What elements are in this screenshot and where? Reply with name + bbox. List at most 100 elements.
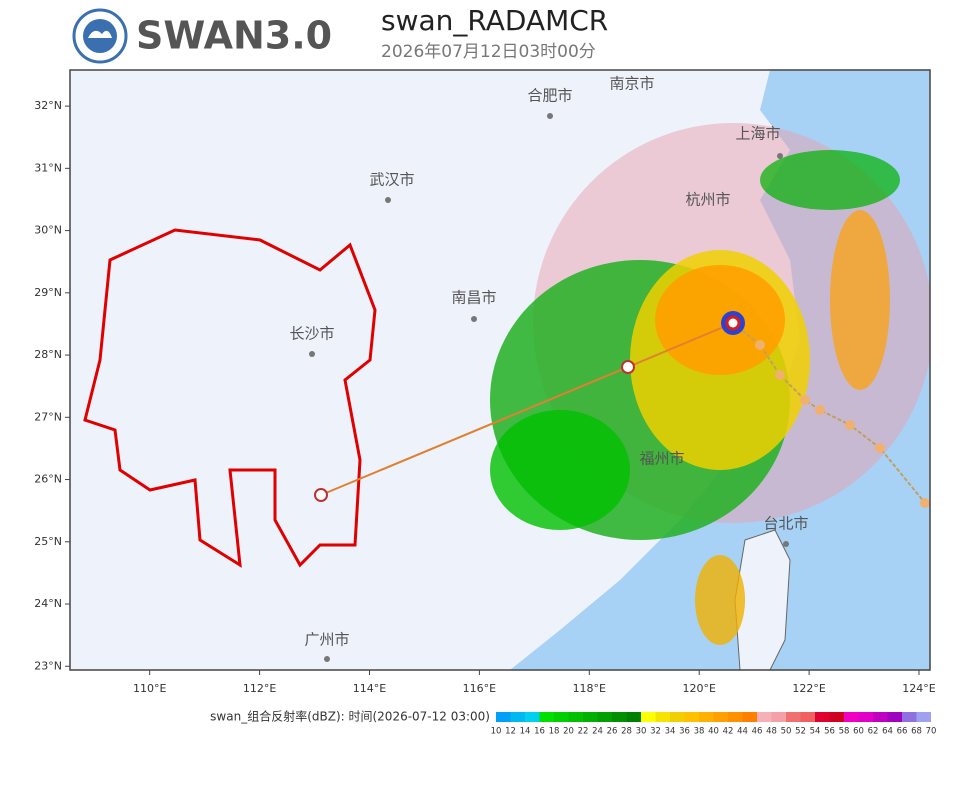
legend-swatch: [670, 712, 685, 722]
legend-swatch: [858, 712, 873, 722]
legend-level: 64: [882, 727, 893, 737]
legend-swatch: [583, 712, 598, 722]
legend-swatch: [699, 712, 714, 722]
legend-swatch: [525, 712, 540, 722]
legend-level: 10: [491, 727, 502, 737]
legend-level: 30: [636, 727, 647, 737]
legend-swatch: [496, 712, 511, 722]
legend-level: 56: [824, 727, 835, 737]
lon-tick-label: 116°E: [463, 682, 496, 695]
legend-level: 12: [505, 727, 516, 737]
forecast-points: [755, 340, 930, 508]
city-label: 杭州市: [685, 191, 730, 209]
legend-level: 46: [752, 727, 763, 737]
legend-level: 52: [795, 727, 806, 737]
legend-label: swan_组合反射率(dBZ): 时间(2026-07-12 03:00): [210, 709, 490, 724]
legend-level: 66: [897, 727, 908, 737]
province-border: [83, 228, 377, 568]
title: swan_RADAMCR: [381, 4, 608, 37]
cities: 合肥市 南京市 上海市 武汉市 杭州市 南昌市 长沙市 福州市 台北市 广州市: [289, 75, 809, 662]
legend-level: 36: [679, 727, 690, 737]
legend-level: 54: [810, 727, 821, 737]
lat-tick-label: 28°N: [34, 348, 62, 361]
lon-tick-label: 110°E: [133, 682, 166, 695]
legend-level: 26: [607, 727, 618, 737]
city-label: 长沙市: [289, 325, 334, 343]
radar-echo: [695, 555, 745, 645]
legend-swatch: [539, 712, 554, 722]
map: 合肥市 南京市 上海市 武汉市 杭州市 南昌市 长沙市 福州市 台北市 广州市: [70, 70, 930, 670]
lat-tick-label: 25°N: [34, 535, 62, 548]
legend-level: 48: [766, 727, 777, 737]
legend-swatch: [829, 712, 844, 722]
legend-swatch: [641, 712, 656, 722]
track-point: [314, 488, 328, 502]
city-label: 广州市: [304, 631, 349, 649]
legend-swatch: [815, 712, 830, 722]
lon-tick-label: 114°E: [353, 682, 386, 695]
legend-level: 32: [650, 727, 661, 737]
legend-swatch: [742, 712, 757, 722]
city-label: 合肥市: [527, 87, 572, 105]
legend-swatch: [771, 712, 786, 722]
city-label: 上海市: [735, 125, 780, 143]
legend-swatch: [510, 712, 525, 722]
city-label: 福州市: [639, 450, 684, 468]
lat-tick-label: 23°N: [34, 659, 62, 672]
legend-level: 40: [708, 727, 719, 737]
lat-tick-label: 26°N: [34, 473, 62, 486]
logo: SWAN3.0: [72, 8, 332, 64]
legend-level: 38: [694, 727, 705, 737]
lon-tick-label: 118°E: [573, 682, 606, 695]
map-frame: [69, 69, 931, 671]
lat-tick-label: 27°N: [34, 410, 62, 423]
radar-echo: [760, 150, 900, 210]
legend-level: 16: [534, 727, 545, 737]
legend-level: 28: [621, 727, 632, 737]
legend-level: 34: [665, 727, 676, 737]
lat-tick-label: 30°N: [34, 224, 62, 237]
legend-level: 22: [578, 727, 589, 737]
city-label: 南昌市: [451, 289, 496, 307]
legend-swatch: [568, 712, 583, 722]
legend-level: 42: [723, 727, 734, 737]
legend-swatch: [844, 712, 859, 722]
legend-level: 20: [563, 727, 574, 737]
lon-tick-label: 122°E: [792, 682, 825, 695]
legend-swatch: [873, 712, 888, 722]
legend-swatch: [916, 712, 931, 722]
legend-level: 50: [781, 727, 792, 737]
city-label: 台北市: [763, 515, 808, 533]
legend-level: 58: [839, 727, 850, 737]
lat-tick-label: 32°N: [34, 99, 62, 112]
legend-swatch: [626, 712, 641, 722]
legend-level: 68: [911, 727, 922, 737]
legend-swatch: [684, 712, 699, 722]
city-label: 南京市: [609, 75, 654, 93]
radar-echo: [655, 265, 785, 375]
lon-tick-label: 120°E: [682, 682, 715, 695]
lat-tick-label: 24°N: [34, 597, 62, 610]
legend-swatch: [612, 712, 627, 722]
legend-swatch: [902, 712, 917, 722]
subtitle: 2026年07月12日03时00分: [381, 42, 596, 62]
lat-tick-label: 29°N: [34, 286, 62, 299]
legend-swatch: [757, 712, 772, 722]
track-forecast: [732, 322, 926, 504]
legend-swatch: [800, 712, 815, 722]
track-point: [621, 360, 635, 374]
lon-tick-label: 112°E: [243, 682, 276, 695]
lat-tick-label: 31°N: [34, 161, 62, 174]
legend-level: 44: [737, 727, 748, 737]
radar-echo: [490, 410, 630, 530]
logo-text: SWAN3.0: [136, 14, 332, 58]
legend-swatch: [728, 712, 743, 722]
legend-level: 24: [592, 727, 603, 737]
legend-swatch: [655, 712, 670, 722]
legend-swatch: [786, 712, 801, 722]
lon-tick-label: 124°E: [902, 682, 935, 695]
legend-level: 62: [868, 727, 879, 737]
legend-swatch: [713, 712, 728, 722]
legend-level: 70: [926, 727, 937, 737]
